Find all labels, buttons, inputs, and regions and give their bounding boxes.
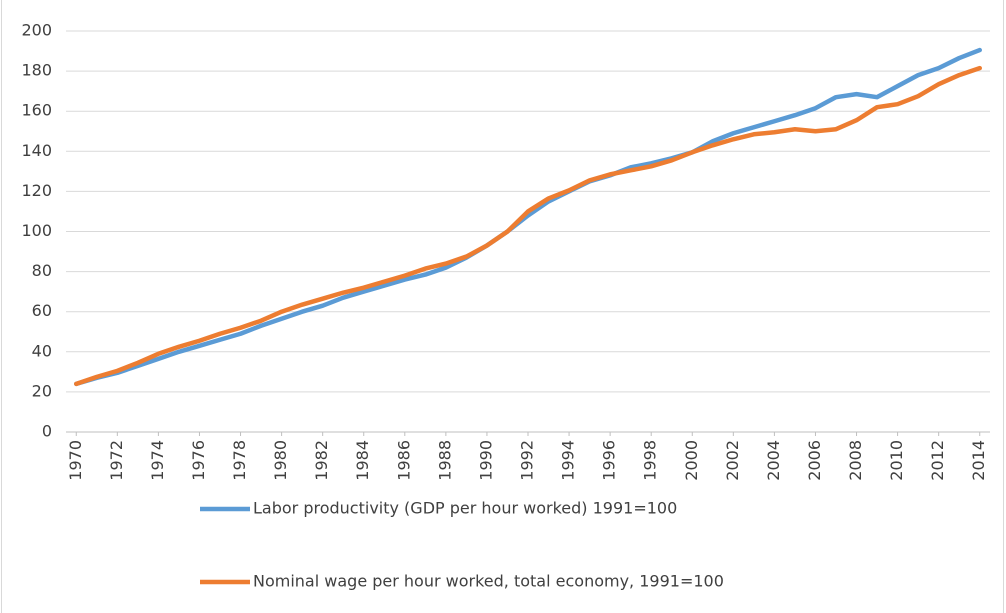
x-tick-label: 1992 xyxy=(518,440,537,481)
x-tick-label: 1988 xyxy=(435,440,454,481)
x-tick-label: 1970 xyxy=(66,440,85,481)
legend-label: Labor productivity (GDP per hour worked)… xyxy=(253,499,677,518)
x-tick-label: 1998 xyxy=(641,440,660,481)
x-tick-label: 2014 xyxy=(969,440,988,481)
x-tick-label: 1994 xyxy=(559,440,578,481)
y-tick-label: 60 xyxy=(32,301,52,320)
data-line xyxy=(74,47,982,387)
y-tick-label: 160 xyxy=(21,101,52,120)
x-tick-label: 1984 xyxy=(353,440,372,481)
x-tick-label: 1972 xyxy=(107,440,126,481)
y-tick-label: 80 xyxy=(32,261,52,280)
y-tick-label: 120 xyxy=(21,181,52,200)
x-tick-label: 1996 xyxy=(600,440,619,481)
x-tick-label: 1976 xyxy=(189,440,208,481)
x-tick-label: 1974 xyxy=(148,440,167,481)
x-tick-label: 1982 xyxy=(312,440,331,481)
y-tick-label: 140 xyxy=(21,141,52,160)
x-tick-label: 2004 xyxy=(764,440,783,481)
legend-label: Nominal wage per hour worked, total econ… xyxy=(253,572,724,591)
x-tick-label: 1990 xyxy=(476,440,495,481)
x-tick-label: 2012 xyxy=(928,440,947,481)
x-tick-label: 1978 xyxy=(230,440,249,481)
y-tick-label: 0 xyxy=(42,422,52,441)
x-tick-label: 2002 xyxy=(723,440,742,481)
data-line xyxy=(74,65,982,387)
y-tick-label: 180 xyxy=(21,61,52,80)
y-tick-label: 20 xyxy=(32,381,52,400)
y-tick-label: 100 xyxy=(21,221,52,240)
x-tick-label: 2006 xyxy=(805,440,824,481)
y-tick-label: 40 xyxy=(32,341,52,360)
x-tick-label: 2000 xyxy=(682,440,701,481)
y-tick-label: 200 xyxy=(21,21,52,40)
x-tick-label: 1986 xyxy=(394,440,413,481)
x-tick-label: 1980 xyxy=(271,440,290,481)
x-tick-label: 2008 xyxy=(846,440,865,481)
x-tick-label: 2010 xyxy=(887,440,906,481)
